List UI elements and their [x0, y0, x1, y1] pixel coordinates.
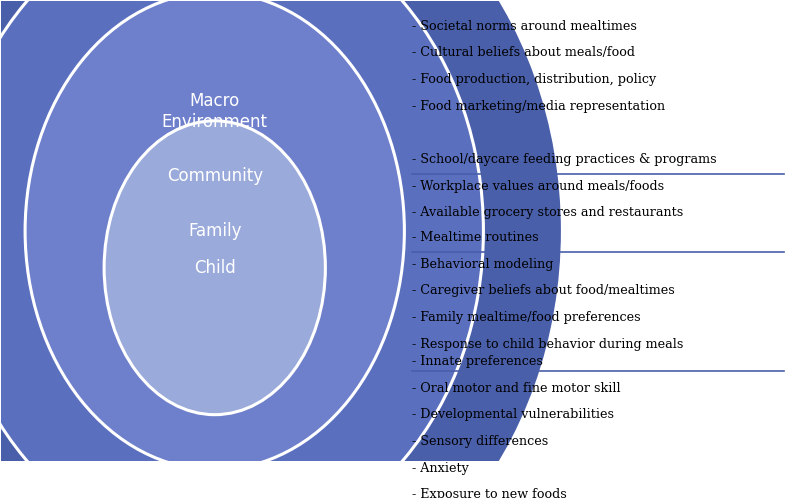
Text: - Developmental vulnerabilities: - Developmental vulnerabilities [412, 408, 614, 421]
Text: - Anxiety: - Anxiety [412, 462, 469, 475]
Text: - Innate preferences: - Innate preferences [412, 355, 543, 368]
Text: - Workplace values around meals/foods: - Workplace values around meals/foods [412, 180, 665, 193]
Text: Family: Family [188, 222, 242, 240]
Text: - Exposure to new foods: - Exposure to new foods [412, 488, 567, 498]
Text: - Response to child behavior during meals: - Response to child behavior during meal… [412, 338, 684, 351]
Text: - Food production, distribution, policy: - Food production, distribution, policy [412, 73, 657, 86]
Text: - Caregiver beliefs about food/mealtimes: - Caregiver beliefs about food/mealtimes [412, 284, 675, 297]
Text: - Cultural beliefs about meals/food: - Cultural beliefs about meals/food [412, 46, 635, 59]
Text: Macro
Environment: Macro Environment [162, 92, 268, 131]
Ellipse shape [0, 0, 562, 498]
Ellipse shape [25, 0, 404, 470]
Ellipse shape [0, 0, 483, 498]
Text: Community: Community [166, 167, 263, 185]
Text: - School/daycare feeding practices & programs: - School/daycare feeding practices & pro… [412, 153, 717, 166]
Text: - Behavioral modeling: - Behavioral modeling [412, 257, 554, 270]
Text: - Food marketing/media representation: - Food marketing/media representation [412, 100, 666, 113]
Text: - Oral motor and fine motor skill: - Oral motor and fine motor skill [412, 381, 621, 394]
Text: - Sensory differences: - Sensory differences [412, 435, 549, 448]
Text: - Mealtime routines: - Mealtime routines [412, 231, 539, 244]
Text: Child: Child [194, 259, 236, 277]
Ellipse shape [104, 121, 326, 415]
Text: - Societal norms around mealtimes: - Societal norms around mealtimes [412, 20, 637, 33]
Text: - Family mealtime/food preferences: - Family mealtime/food preferences [412, 311, 641, 324]
Text: - Available grocery stores and restaurants: - Available grocery stores and restauran… [412, 206, 683, 219]
